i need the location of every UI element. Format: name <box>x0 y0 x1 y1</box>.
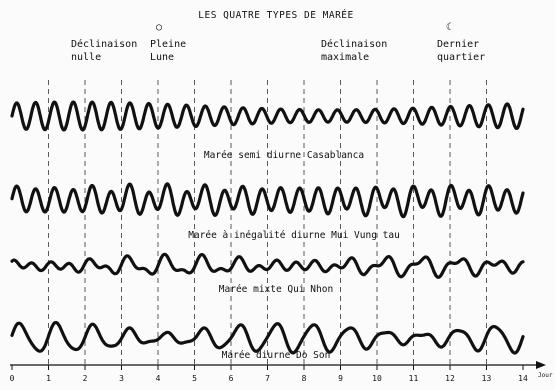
event-label-declinaison-maximale: Déclinaison <box>321 38 387 50</box>
axis-tick-label: 4 <box>156 374 161 383</box>
axis-unit-label: Jour <box>538 372 553 379</box>
axis-tick-label: 8 <box>302 374 307 383</box>
event-label-declinaison-nulle-2: nulle <box>71 52 101 63</box>
axis-tick-label: 2 <box>83 374 88 383</box>
axis-tick-label: 7 <box>265 374 270 383</box>
event-label-dernier-quartier-2: quartier <box>437 52 485 63</box>
axis-tick-label: 0 <box>10 374 15 383</box>
caption-qui-nhon: Marée mixte Qui Nhon <box>219 284 333 295</box>
caption-mui-vung-tau: Marée à inégalité diurne Mui Vung tau <box>188 230 400 241</box>
event-label-pleine-lune-2: Lune <box>150 52 174 63</box>
event-symbols: ○ ☾ <box>156 22 452 33</box>
axis-tick-label: 10 <box>372 374 382 383</box>
event-label-pleine-lune: Pleine <box>150 39 186 50</box>
axis-tick-label: 6 <box>229 374 234 383</box>
caption-do-son: Marée diurne Do Son <box>222 350 331 361</box>
event-label-dernier-quartier: Dernier <box>437 39 479 50</box>
axis-ticks: 0 1 2 3 4 5 6 7 8 9 10 11 12 13 14 <box>10 365 528 383</box>
event-labels: Déclinaison nulle Pleine Lune Déclinaiso… <box>71 38 485 63</box>
axis-arrow-icon <box>536 361 546 369</box>
tide-curve-semi-diurne <box>10 100 525 132</box>
axis-tick-label: 9 <box>338 374 343 383</box>
axis-tick-label: 12 <box>445 374 455 383</box>
tide-curve-inegalite-diurne <box>10 182 525 219</box>
event-label-declinaison-nulle: Déclinaison <box>71 38 137 50</box>
axis-tick-label: 14 <box>518 374 528 383</box>
figure-title: LES QUATRE TYPES DE MARÉE <box>198 9 354 21</box>
tide-curve-diurne <box>10 320 525 355</box>
axis-tick-label: 1 <box>46 374 51 383</box>
axis-tick-label: 13 <box>482 374 492 383</box>
axis-tick-label: 5 <box>192 374 197 383</box>
tide-curve-mixte <box>10 252 525 279</box>
axis-tick-label: 11 <box>409 374 419 383</box>
event-label-declinaison-maximale-2: maximale <box>321 52 369 63</box>
caption-casablanca: Marée semi diurne Casablanca <box>204 150 364 161</box>
full-moon-icon: ○ <box>156 22 162 33</box>
axis-tick-label: 3 <box>119 374 124 383</box>
last-quarter-moon-icon: ☾ <box>446 22 452 33</box>
